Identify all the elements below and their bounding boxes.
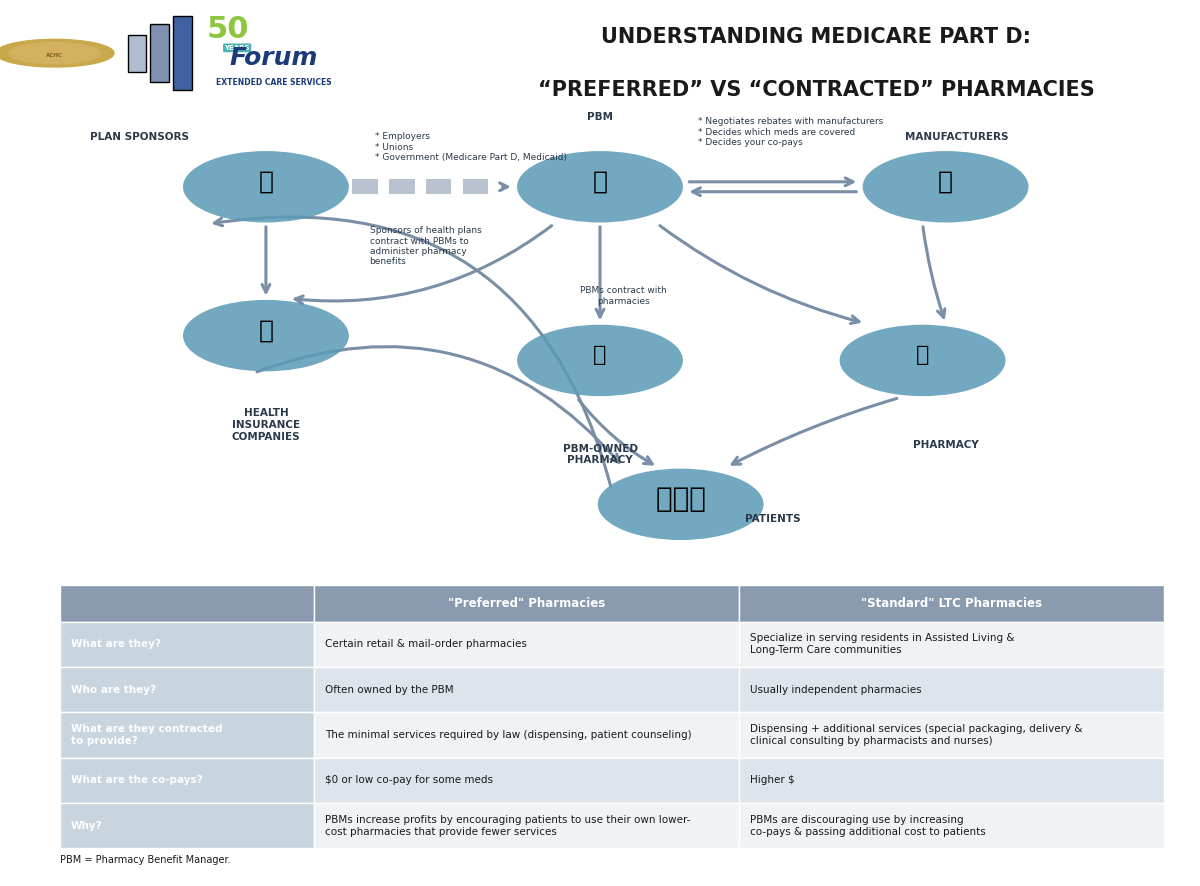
Circle shape [598,469,763,540]
FancyBboxPatch shape [60,758,314,803]
Text: PBMs increase profits by encouraging patients to use their own lower-
cost pharm: PBMs increase profits by encouraging pat… [325,815,690,836]
Circle shape [517,324,683,396]
Text: 🏛: 🏛 [593,170,607,194]
Text: PBMs contract with
pharmacies: PBMs contract with pharmacies [580,286,666,306]
Text: What are they?: What are they? [71,640,161,649]
Text: PBM = Pharmacy Benefit Manager.: PBM = Pharmacy Benefit Manager. [60,856,230,866]
Text: $0 or low co-pay for some meds: $0 or low co-pay for some meds [325,775,493,785]
Text: Who are they?: Who are they? [71,685,156,695]
Text: MANUFACTURERS: MANUFACTURERS [905,132,1009,142]
FancyBboxPatch shape [60,712,314,758]
Circle shape [182,299,349,371]
FancyBboxPatch shape [150,24,169,82]
Text: Certain retail & mail-order pharmacies: Certain retail & mail-order pharmacies [325,640,527,649]
Text: PBM-OWNED
PHARMACY: PBM-OWNED PHARMACY [563,444,637,465]
FancyBboxPatch shape [463,179,488,194]
FancyBboxPatch shape [426,179,451,194]
Text: 🏦: 🏦 [258,319,274,343]
FancyBboxPatch shape [60,667,314,712]
FancyBboxPatch shape [739,622,1164,667]
Text: PLAN SPONSORS: PLAN SPONSORS [90,132,188,142]
Text: UNDERSTANDING MEDICARE PART D:: UNDERSTANDING MEDICARE PART D: [601,27,1031,47]
Text: "Standard" LTC Pharmacies: "Standard" LTC Pharmacies [860,596,1042,610]
Text: Why?: Why? [71,820,103,831]
Text: 🏢: 🏢 [258,170,274,194]
FancyBboxPatch shape [739,712,1164,758]
FancyBboxPatch shape [314,803,739,849]
Text: * Employers
* Unions
* Government (Medicare Part D, Medicaid): * Employers * Unions * Government (Medic… [376,132,568,162]
Text: YEARS: YEARS [224,45,250,51]
Text: EXTENDED CARE SERVICES: EXTENDED CARE SERVICES [216,79,331,88]
FancyBboxPatch shape [60,622,314,667]
FancyBboxPatch shape [314,622,739,667]
Circle shape [840,324,1006,396]
Text: Specialize in serving residents in Assisted Living &
Long-Term Care communities: Specialize in serving residents in Assis… [750,633,1014,655]
Circle shape [10,43,101,64]
Text: Sponsors of health plans
contract with PBMs to
administer pharmacy
benefits: Sponsors of health plans contract with P… [370,226,481,267]
FancyBboxPatch shape [60,585,314,622]
Text: 🏭: 🏭 [938,170,953,194]
Text: Forum: Forum [229,46,318,71]
FancyBboxPatch shape [353,179,378,194]
Text: PATIENTS: PATIENTS [745,514,800,525]
Text: The minimal services required by law (dispensing, patient counseling): The minimal services required by law (di… [325,730,691,740]
Text: ACHC: ACHC [47,53,64,58]
FancyBboxPatch shape [314,712,739,758]
Circle shape [0,39,114,67]
FancyBboxPatch shape [389,179,414,194]
Text: 🏪: 🏪 [916,346,929,365]
FancyBboxPatch shape [739,758,1164,803]
Text: 👨‍👩‍👧: 👨‍👩‍👧 [655,486,706,513]
Text: PHARMACY: PHARMACY [913,439,978,450]
Text: PBMs are discouraging use by increasing
co-pays & passing additional cost to pat: PBMs are discouraging use by increasing … [750,815,985,836]
FancyBboxPatch shape [314,667,739,712]
Circle shape [863,151,1028,222]
FancyBboxPatch shape [173,16,192,90]
Text: Higher $: Higher $ [750,775,794,785]
Text: Usually independent pharmacies: Usually independent pharmacies [750,685,922,695]
FancyBboxPatch shape [739,803,1164,849]
Text: “PREFERRED” VS “CONTRACTED” PHARMACIES: “PREFERRED” VS “CONTRACTED” PHARMACIES [538,81,1094,100]
Text: * Negotiates rebates with manufacturers
* Decides which meds are covered
* Decid: * Negotiates rebates with manufacturers … [698,117,883,147]
Text: Often owned by the PBM: Often owned by the PBM [325,685,454,695]
FancyBboxPatch shape [314,585,739,622]
FancyBboxPatch shape [739,585,1164,622]
FancyBboxPatch shape [314,758,739,803]
FancyBboxPatch shape [127,35,146,72]
Text: Dispensing + additional services (special packaging, delivery &
clinical consult: Dispensing + additional services (specia… [750,724,1082,746]
Text: 50: 50 [206,15,250,44]
Text: What are they contracted
to provide?: What are they contracted to provide? [71,724,222,746]
FancyBboxPatch shape [60,803,314,849]
Text: What are the co-pays?: What are the co-pays? [71,775,203,785]
Circle shape [517,151,683,222]
Text: "Preferred" Pharmacies: "Preferred" Pharmacies [448,596,605,610]
Circle shape [182,151,349,222]
FancyBboxPatch shape [739,667,1164,712]
Text: HEALTH
INSURANCE
COMPANIES: HEALTH INSURANCE COMPANIES [232,408,300,441]
Text: 🏪: 🏪 [593,346,607,365]
Text: PBM: PBM [587,113,613,122]
